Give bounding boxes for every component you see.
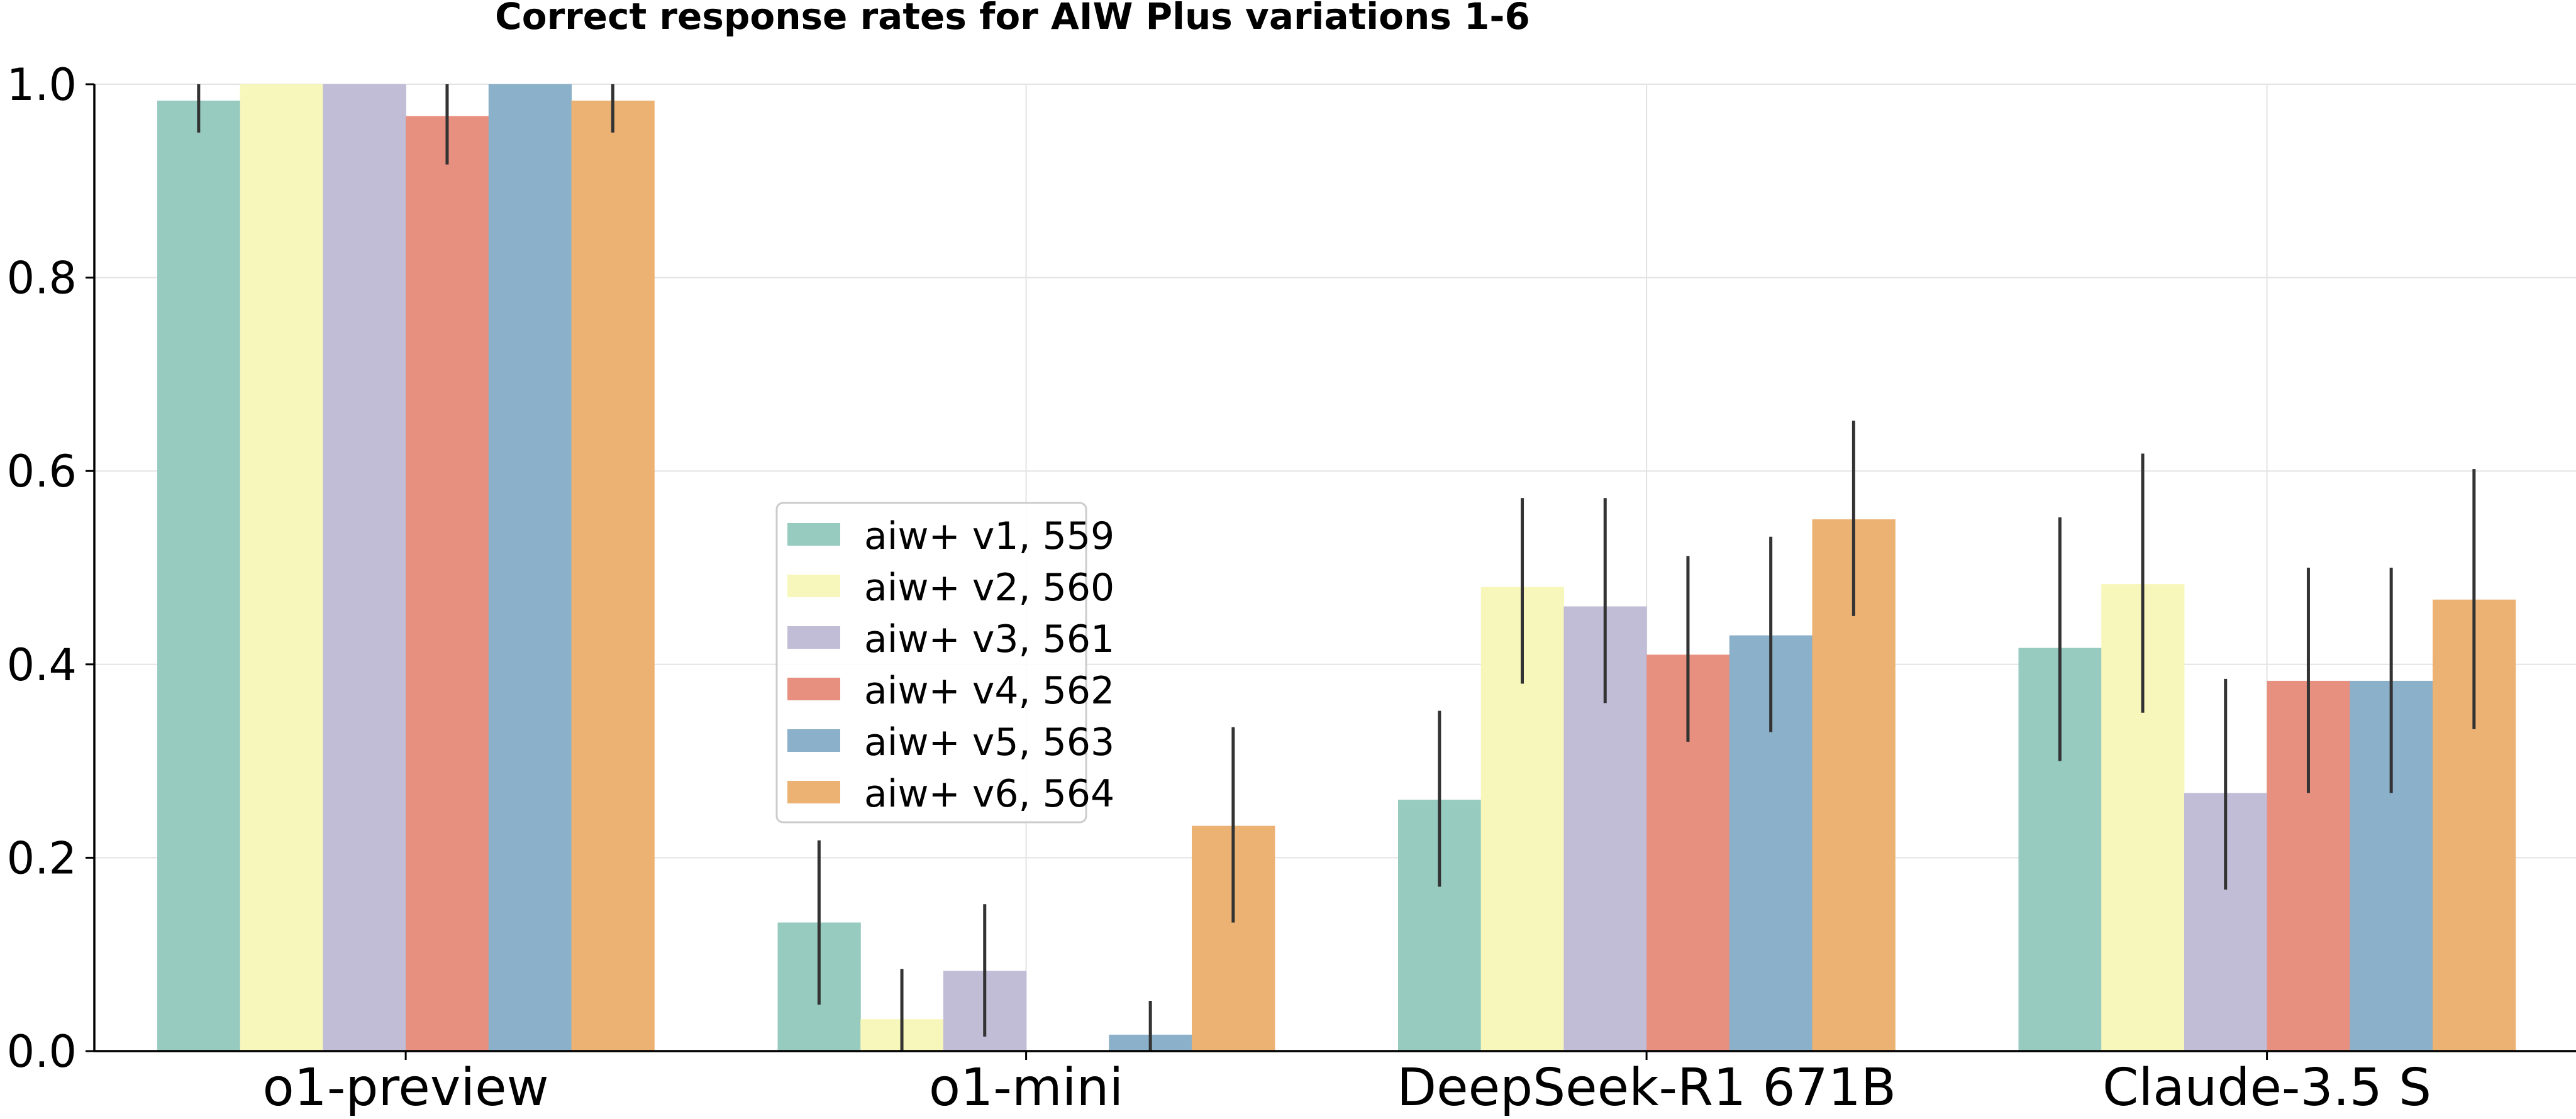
y-tick-label: 0.8 <box>7 253 77 304</box>
legend-swatch <box>787 575 840 597</box>
legend-label: aiw+ v3, 561 <box>864 617 1114 661</box>
y-tick-label: 0.0 <box>7 1026 77 1078</box>
bar <box>323 84 406 1051</box>
legend-swatch <box>787 729 840 752</box>
legend-label: aiw+ v1, 559 <box>864 514 1114 558</box>
y-tick-label: 0.4 <box>7 639 77 691</box>
x-tick-label: Claude-3.5 S <box>2102 1058 2431 1118</box>
legend: aiw+ v1, 559 aiw+ v2, 560 aiw+ v3, 561 aiw+… <box>775 502 1114 824</box>
error-bars <box>197 84 2476 1051</box>
legend-swatch <box>787 678 840 700</box>
x-tick-label: o1-preview <box>263 1058 549 1118</box>
x-tick-label: o1-mini <box>929 1058 1123 1118</box>
bar <box>406 116 489 1051</box>
x-tick-label: DeepSeek-R1 671B <box>1397 1058 1896 1118</box>
legend-box <box>775 502 1087 824</box>
y-tick-label: 0.6 <box>7 446 77 497</box>
legend-label: aiw+ v6, 564 <box>864 772 1114 816</box>
legend-label: aiw+ v2, 560 <box>864 566 1114 610</box>
x-axis-ticks: o1-preview o1-mini DeepSeek-R1 671B Claude-… <box>263 1051 2431 1118</box>
bar <box>571 101 655 1051</box>
legend-swatch <box>787 626 840 649</box>
bars <box>157 84 2516 1051</box>
chart-title: Correct response rates for AIW Plus vari… <box>495 0 1530 38</box>
y-tick-label: 0.2 <box>7 832 77 884</box>
legend-label: aiw+ v5, 563 <box>864 720 1114 764</box>
y-tick-label: 1.0 <box>7 59 77 111</box>
bar <box>157 101 241 1051</box>
legend-swatch <box>787 523 840 546</box>
legend-swatch <box>787 781 840 803</box>
bar <box>240 84 323 1051</box>
axes <box>93 84 2576 1052</box>
legend-label: aiw+ v4, 562 <box>864 669 1114 713</box>
bar <box>488 84 572 1051</box>
y-axis-ticks: 0.0 0.2 0.4 0.6 0.8 1.0 <box>7 59 94 1078</box>
